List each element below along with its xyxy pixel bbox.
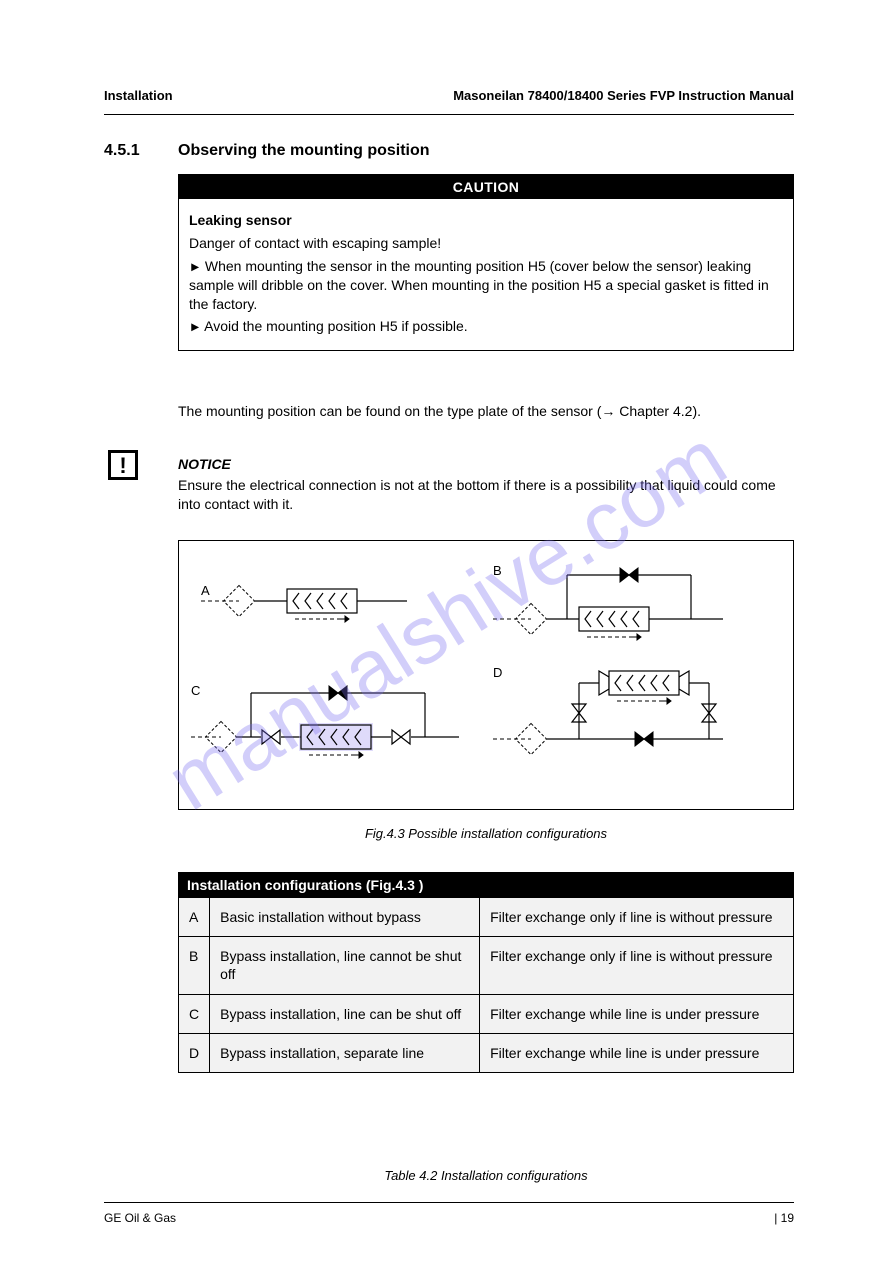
caution-body: Leaking sensor Danger of contact with es… [179, 199, 793, 350]
fig-label-a: A [201, 583, 210, 598]
caution-bold: Leaking sensor [189, 212, 292, 228]
caution-heading: CAUTION [179, 175, 793, 199]
caution-b2: Avoid the mounting position H5 if possib… [204, 318, 468, 334]
table-row: B Bypass installation, line cannot be sh… [179, 937, 794, 994]
config-table: Installation configurations (Fig.4.3 ) A… [178, 872, 794, 1073]
table-caption: Table 4.2 Installation configurations [178, 1168, 794, 1183]
caution-b1: When mounting the sensor in the mounting… [189, 258, 769, 312]
section-number: 4.5.1 [104, 142, 140, 160]
notice-label: NOTICE [178, 456, 231, 472]
rule-top [104, 114, 794, 115]
table-heading: Installation configurations (Fig.4.3 ) [179, 873, 794, 898]
table-cell: Filter exchange while line is under pres… [480, 1033, 794, 1072]
figure-svg [179, 541, 795, 811]
fig-label-c: C [191, 683, 200, 698]
notice-icon: ! [108, 450, 138, 480]
header-left: Installation [104, 88, 173, 103]
table-cell: Basic installation without bypass [210, 898, 480, 937]
fig-label-d: D [493, 665, 502, 680]
caution-box: CAUTION Leaking sensor Danger of contact… [178, 174, 794, 351]
caution-line: Danger of contact with escaping sample! [189, 234, 783, 253]
table-cell: Filter exchange while line is under pres… [480, 994, 794, 1033]
bullet-icon: ▸ [189, 317, 201, 336]
footer-right: | 19 [774, 1211, 794, 1225]
table-cell: A [179, 898, 210, 937]
table-cell: Filter exchange only if line is without … [480, 898, 794, 937]
section-title: Observing the mounting position [178, 142, 430, 160]
bullet-icon: ▸ [189, 257, 201, 276]
header-right: Masoneilan 78400/18400 Series FVP Instru… [453, 88, 794, 103]
rule-bottom [104, 1202, 794, 1203]
table-cell: B [179, 937, 210, 994]
table-row: C Bypass installation, line can be shut … [179, 994, 794, 1033]
table-cell: Bypass installation, line cannot be shut… [210, 937, 480, 994]
figure-caption: Fig.4.3 Possible installation configurat… [178, 826, 794, 841]
notice-text: Ensure the electrical connection is not … [178, 476, 794, 514]
table-cell: D [179, 1033, 210, 1072]
paragraph: The mounting position can be found on th… [178, 402, 794, 421]
table-cell: C [179, 994, 210, 1033]
table-cell: Bypass installation, line can be shut of… [210, 994, 480, 1033]
footer-left: GE Oil & Gas [104, 1211, 176, 1225]
table-cell: Filter exchange only if line is without … [480, 937, 794, 994]
page: manualshive.com Installation Masoneilan … [0, 0, 893, 1263]
table-cell: Bypass installation, separate line [210, 1033, 480, 1072]
fig-label-b: B [493, 563, 502, 578]
table-row: D Bypass installation, separate line Fil… [179, 1033, 794, 1072]
figure-box: A B C D [178, 540, 794, 810]
table-row: A Basic installation without bypass Filt… [179, 898, 794, 937]
